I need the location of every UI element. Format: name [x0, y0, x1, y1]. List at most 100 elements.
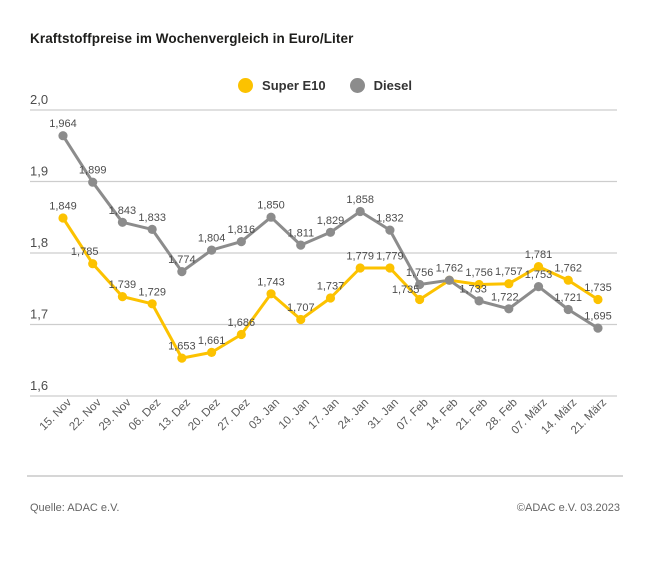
- data-point-diesel: [117, 217, 128, 227]
- data-point-label: 1,964: [49, 118, 77, 130]
- data-point-diesel: [207, 245, 217, 255]
- data-point-super-e10: [207, 347, 217, 357]
- source-note: Quelle: ADAC e.V.: [30, 502, 120, 514]
- data-point-label: 1,739: [109, 279, 137, 291]
- super-e10-marker-icon: [238, 78, 254, 93]
- data-point-super-e10: [563, 275, 573, 285]
- data-point-label: 1,832: [376, 213, 404, 225]
- x-tick-label: 13. Dez: [156, 396, 193, 433]
- data-point-label: 1,735: [584, 282, 612, 294]
- data-point-label: 1,695: [584, 311, 612, 323]
- data-point-super-e10: [385, 263, 395, 273]
- data-point-super-e10: [147, 299, 157, 309]
- data-point-label: 1,721: [554, 292, 582, 304]
- data-point-diesel: [563, 304, 573, 315]
- x-tick-label: 22. Nov: [67, 396, 104, 433]
- data-point-diesel: [385, 225, 395, 235]
- data-point-diesel: [325, 227, 336, 237]
- data-point-super-e10: [474, 279, 484, 290]
- x-tick-label: 29. Nov: [97, 396, 134, 433]
- data-point-label: 1,762: [436, 263, 464, 275]
- data-point-label: 1,753: [525, 269, 553, 281]
- data-point-label: 1,781: [525, 249, 553, 261]
- data-point-label: 1,849: [49, 201, 77, 213]
- data-point-label: 1,811: [287, 228, 314, 240]
- data-point-super-e10: [593, 294, 603, 305]
- data-point-label: 1,722: [491, 291, 519, 303]
- data-point-diesel: [296, 240, 306, 250]
- x-tick-label: 03. Jan: [247, 397, 282, 432]
- data-point-diesel: [415, 279, 425, 290]
- data-point-diesel: [177, 267, 187, 277]
- data-point-super-e10: [88, 259, 98, 269]
- data-point-super-e10: [504, 279, 514, 289]
- data-point-label: 1,774: [168, 254, 196, 266]
- data-point-diesel: [58, 131, 68, 141]
- data-point-label: 1,785: [71, 246, 99, 258]
- data-point-label: 1,757: [495, 266, 523, 278]
- data-point-label: 1,661: [198, 335, 226, 347]
- data-point-diesel: [147, 224, 157, 234]
- data-point-super-e10: [266, 289, 276, 299]
- x-tick-label: 10. Jan: [277, 397, 312, 432]
- x-tick-label: 27. Dez: [216, 396, 253, 433]
- y-tick-label: 1,8: [30, 235, 48, 250]
- data-point-label: 1,779: [376, 251, 404, 263]
- legend-item-diesel: Diesel: [349, 78, 412, 93]
- data-point-label: 1,779: [346, 251, 374, 263]
- data-point-super-e10: [236, 329, 246, 340]
- data-point-label: 1,816: [228, 224, 256, 236]
- x-tick-label: 17. Jan: [306, 397, 341, 432]
- data-point-diesel: [88, 177, 98, 187]
- data-point-label: 1,686: [228, 317, 256, 329]
- data-point-label: 1,843: [109, 205, 137, 217]
- diesel-marker-icon: [349, 78, 365, 93]
- x-tick-label: 21. Feb: [454, 397, 490, 433]
- data-point-label: 1,804: [198, 233, 226, 245]
- data-point-label: 1,737: [317, 281, 345, 293]
- chart-title: Kraftstoffpreise im Wochenvergleich in E…: [30, 31, 354, 46]
- x-tick-label: 07. Feb: [395, 397, 431, 433]
- data-point-super-e10: [296, 314, 306, 325]
- data-point-label: 1,733: [459, 283, 487, 295]
- data-point-label: 1,707: [287, 302, 315, 314]
- data-point-label: 1,833: [138, 212, 166, 224]
- y-tick-label: 2,0: [30, 92, 48, 107]
- data-point-label: 1,756: [406, 267, 434, 279]
- legend-item-super-e10: Super E10: [238, 78, 326, 93]
- data-point-label: 1,829: [317, 215, 345, 227]
- data-point-diesel: [593, 323, 603, 333]
- x-tick-label: 14. Feb: [424, 397, 460, 433]
- x-tick-label: 20. Dez: [186, 396, 223, 433]
- legend-label-diesel: Diesel: [373, 78, 412, 93]
- data-point-diesel: [236, 237, 246, 247]
- data-point-super-e10: [325, 293, 336, 303]
- data-point-label: 1,858: [346, 194, 374, 206]
- y-tick-label: 1,6: [30, 378, 48, 393]
- legend-label-super-e10: Super E10: [262, 78, 326, 93]
- legend: Super E10 Diesel: [0, 78, 650, 93]
- data-point-diesel: [504, 304, 514, 314]
- data-point-label: 1,756: [465, 267, 493, 279]
- y-tick-label: 1,9: [30, 164, 48, 179]
- data-point-diesel: [474, 296, 484, 306]
- data-point-diesel: [444, 275, 454, 285]
- data-point-label: 1,850: [257, 200, 285, 212]
- copyright-note: ©ADAC e.V. 03.2023: [516, 502, 620, 514]
- y-tick-label: 1,7: [30, 307, 48, 322]
- data-point-label: 1,743: [257, 276, 285, 288]
- data-point-super-e10: [533, 262, 544, 272]
- x-tick-label: 06. Dez: [127, 396, 164, 433]
- data-point-diesel: [266, 212, 276, 222]
- data-point-diesel: [533, 282, 544, 292]
- x-tick-label: 24. Jan: [336, 397, 371, 432]
- data-point-super-e10: [177, 353, 187, 363]
- data-point-super-e10: [355, 263, 365, 273]
- data-point-label: 1,729: [138, 286, 166, 298]
- data-point-label: 1,762: [554, 263, 582, 275]
- data-point-label: 1,899: [79, 165, 107, 177]
- data-point-label: 1,653: [168, 341, 196, 353]
- data-point-super-e10: [117, 292, 128, 302]
